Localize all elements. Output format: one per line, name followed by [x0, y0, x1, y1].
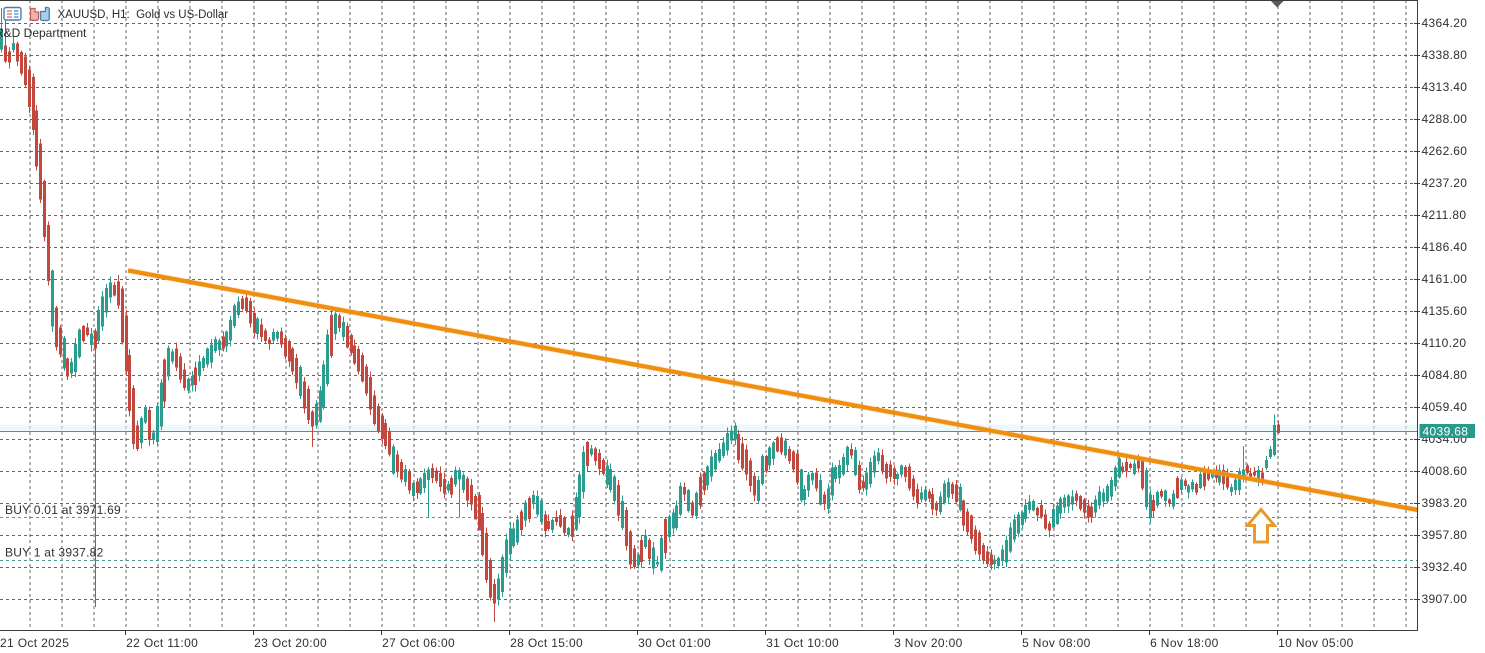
svg-text:4313.40: 4313.40	[1422, 80, 1468, 94]
svg-text:BUY 0.01 at 3971.69: BUY 0.01 at 3971.69	[5, 503, 121, 517]
svg-text:4084.80: 4084.80	[1422, 368, 1468, 382]
svg-text:30 Oct 01:00: 30 Oct 01:00	[638, 636, 711, 650]
svg-text:4211.80: 4211.80	[1422, 208, 1467, 222]
svg-text:4161.00: 4161.00	[1422, 272, 1468, 286]
svg-text:4135.60: 4135.60	[1422, 304, 1468, 318]
svg-text:XAUUSD, H1: Gold vs US-Dollar: XAUUSD, H1: Gold vs US-Dollar	[58, 9, 229, 21]
svg-text:4110.20: 4110.20	[1422, 336, 1467, 350]
svg-text:28 Oct 15:00: 28 Oct 15:00	[510, 636, 583, 650]
svg-text:4059.40: 4059.40	[1422, 400, 1468, 414]
svg-text:3932.40: 3932.40	[1422, 560, 1468, 574]
svg-text:5 Nov 08:00: 5 Nov 08:00	[1022, 636, 1091, 650]
svg-text:10 Nov 05:00: 10 Nov 05:00	[1278, 636, 1354, 650]
svg-text:4039.68: 4039.68	[1423, 424, 1469, 438]
svg-text:3957.80: 3957.80	[1422, 528, 1468, 542]
svg-text:23 Oct 20:00: 23 Oct 20:00	[254, 636, 327, 650]
svg-text:BUY 1 at 3937.82: BUY 1 at 3937.82	[5, 546, 104, 560]
svg-text:R&D Department: R&D Department	[0, 26, 87, 40]
svg-text:3 Nov 20:00: 3 Nov 20:00	[894, 636, 963, 650]
svg-text:4008.60: 4008.60	[1422, 464, 1468, 478]
svg-text:4288.00: 4288.00	[1422, 112, 1468, 126]
svg-text:4262.60: 4262.60	[1422, 144, 1468, 158]
svg-text:22 Oct 11:00: 22 Oct 11:00	[126, 636, 198, 650]
svg-text:4186.40: 4186.40	[1422, 240, 1468, 254]
svg-text:27 Oct 06:00: 27 Oct 06:00	[382, 636, 455, 650]
svg-text:21 Oct 2025: 21 Oct 2025	[0, 636, 69, 650]
svg-text:3907.00: 3907.00	[1422, 592, 1468, 606]
svg-text:4237.20: 4237.20	[1422, 176, 1468, 190]
svg-text:31 Oct 10:00: 31 Oct 10:00	[766, 636, 839, 650]
svg-text:6 Nov 18:00: 6 Nov 18:00	[1150, 636, 1219, 650]
svg-text:4364.20: 4364.20	[1422, 16, 1468, 30]
svg-text:4338.80: 4338.80	[1422, 48, 1468, 62]
svg-text:3983.20: 3983.20	[1422, 496, 1468, 510]
